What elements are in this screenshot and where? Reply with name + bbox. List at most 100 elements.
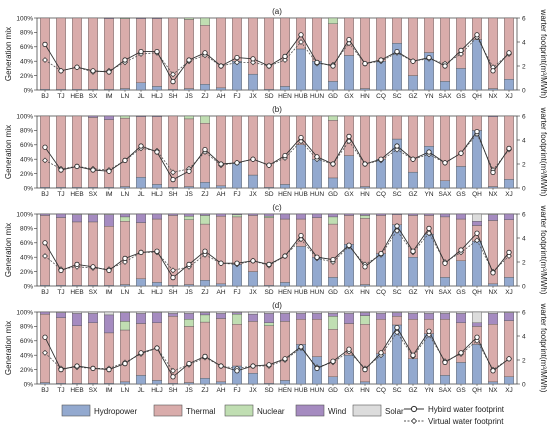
bar-solar-jl	[135, 311, 146, 314]
hybrid-point-cq	[378, 350, 384, 356]
hybrid-point-hen	[282, 253, 288, 259]
bar-nuclear-gd	[328, 316, 339, 330]
bar-hydropower-fj	[231, 264, 242, 287]
hybrid-point-heb	[74, 363, 80, 369]
hybrid-point-zj	[202, 147, 208, 153]
bar-thermal-ah	[215, 115, 226, 187]
bar-solar-sh	[167, 311, 178, 314]
bar-thermal-fj	[231, 216, 242, 265]
x-tick-label: YN	[424, 289, 433, 296]
virtual-point-bj	[42, 349, 48, 356]
x-tick-label: JX	[249, 191, 257, 198]
bar-wind-gz	[408, 313, 419, 320]
bar-wind-im	[103, 314, 114, 334]
x-tick-label: SH	[168, 93, 177, 100]
bar-thermal-sx	[87, 221, 98, 286]
x-tick-label: TJ	[57, 387, 64, 394]
bar-hydropower-sc	[392, 224, 403, 287]
x-tick-label: JS	[185, 289, 193, 296]
virtual-point-sc	[394, 329, 400, 336]
bar-thermal-zj	[199, 321, 210, 379]
y-left-tick-label: 0%	[24, 185, 34, 192]
bar-nuclear-hn	[360, 215, 371, 219]
x-tick-label: CQ	[376, 93, 386, 100]
bar-wind-hub	[296, 213, 307, 220]
bar-hydropower-hen	[280, 380, 291, 385]
virtual-point-xj	[506, 253, 512, 259]
virtual-point-qh	[474, 237, 480, 244]
x-tick-label: TJ	[57, 93, 64, 100]
plot-frame	[36, 17, 518, 91]
bar-wind-jl	[135, 313, 146, 324]
bar-hydropower-xj	[504, 179, 515, 189]
bar-thermal-jx	[247, 17, 258, 75]
y-right-tick-label: 4	[522, 137, 526, 144]
bar-wind-cq	[376, 313, 387, 320]
bar-wind-bj	[40, 311, 51, 315]
hybrid-point-gd	[330, 63, 336, 69]
hybrid-point-cq	[378, 251, 384, 257]
bar-nuclear-js	[183, 17, 194, 20]
bar-hydropower-cq	[376, 61, 387, 91]
bar-thermal-sc	[392, 115, 403, 140]
bar-wind-sx	[87, 313, 98, 324]
hybrid-point-ah	[218, 161, 224, 167]
y-left-tick-label: 60%	[20, 142, 33, 149]
bar-wind-hn	[360, 213, 371, 216]
hybrid-point-heb	[74, 261, 80, 267]
bar-hydropower-hn	[360, 186, 371, 189]
hybrid-point-sh	[170, 177, 176, 183]
bar-hydropower-js	[183, 284, 194, 287]
bar-thermal-js	[183, 326, 194, 383]
bar-solar-hub	[296, 311, 307, 314]
bar-wind-hun	[312, 313, 323, 320]
hybrid-point-nx	[490, 169, 496, 175]
hybrid-point-bj	[42, 144, 48, 150]
plot-frame	[36, 311, 518, 385]
bar-hydropower-ln	[119, 381, 130, 385]
virtual-water-line	[44, 133, 510, 173]
bar-hydropower-sax	[440, 277, 451, 287]
x-tick-label: NX	[488, 289, 498, 296]
hybrid-point-ln	[122, 255, 128, 261]
bar-thermal-im	[103, 18, 114, 90]
hybrid-water-line	[44, 326, 510, 378]
x-tick-label: YN	[424, 191, 433, 198]
virtual-point-sh	[170, 267, 176, 274]
hybrid-point-sh	[170, 374, 176, 380]
hybrid-point-sc	[394, 324, 400, 331]
x-tick-label: AH	[216, 93, 225, 100]
y-left-tick-label: 80%	[20, 324, 33, 331]
bar-hydropower-hen	[280, 282, 291, 287]
bar-hydropower-hub	[296, 48, 307, 91]
bar-solar-gz	[408, 311, 419, 314]
bar-thermal-bj	[40, 215, 51, 286]
y-left-tick-label: 80%	[20, 128, 33, 135]
x-tick-label: GD	[328, 93, 338, 100]
y-left-axis-label: Generation mix	[4, 27, 13, 81]
x-tick-label: GD	[328, 289, 338, 296]
bar-thermal-heb	[71, 115, 82, 188]
bar-hydropower-zj	[199, 378, 210, 385]
hybrid-point-gs	[458, 47, 464, 54]
virtual-point-bj	[42, 253, 48, 259]
bar-thermal-hub	[296, 319, 307, 345]
x-tick-label: SD	[264, 191, 273, 198]
x-tick-label: GD	[328, 191, 338, 198]
hybrid-point-zj	[202, 248, 208, 254]
bar-thermal-heb	[71, 17, 82, 90]
y-right-tick-label: 2	[522, 63, 526, 70]
bar-thermal-sd	[264, 325, 275, 384]
hybrid-point-hen	[282, 356, 288, 362]
bar-thermal-tj	[56, 317, 67, 384]
hybrid-point-jx	[250, 156, 256, 162]
bar-hydropower-hn	[360, 381, 371, 385]
hybrid-point-sd	[266, 261, 272, 267]
x-tick-label: HN	[360, 93, 370, 100]
plot-frame	[36, 115, 518, 189]
bar-thermal-nx	[488, 116, 499, 187]
bar-hydropower-hlj	[151, 86, 162, 91]
bar-thermal-bj	[40, 115, 51, 188]
bar-thermal-sx	[87, 17, 98, 90]
bar-hydropower-jx	[247, 174, 258, 189]
